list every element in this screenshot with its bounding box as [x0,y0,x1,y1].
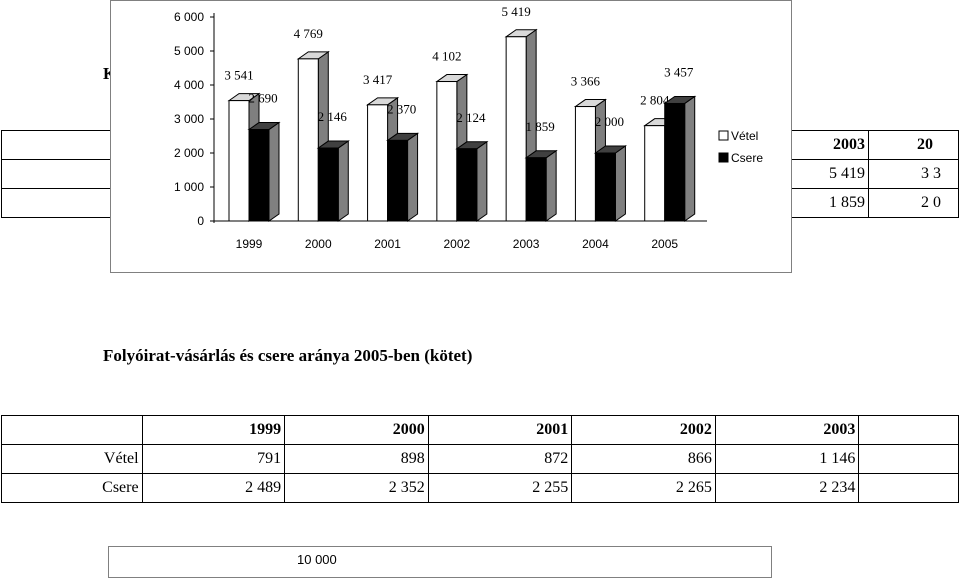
table-cell [858,444,959,474]
table-cell: 2 489 [141,473,286,503]
table-cell: 2 0 [868,188,959,218]
y-tick-label: 3 000 [174,112,204,126]
table-cell [858,473,959,503]
x-tick-label: 2004 [582,237,609,251]
bar-csere [524,149,558,222]
x-tick-label: 1999 [236,237,263,251]
table-cell: 2 265 [571,473,716,503]
y-tick-label: 1 000 [174,180,204,194]
bar-front [228,100,250,222]
bar-front [594,152,616,222]
bar-side [337,140,349,222]
table-header-empty [1,415,143,445]
table-cell: 1 859 [788,188,869,218]
y-tick-label: 2 000 [174,146,204,160]
table-row: Vétel 791 898 872 866 1 146 [1,444,959,474]
x-tick-label: 2001 [374,237,401,251]
chart-container: 0 1 000 2 000 3 000 4 000 5 000 6 000 3 541 2 69… [110,0,792,273]
bar-front [456,148,478,222]
row-label: Vétel [1,444,143,474]
data-label: 3 417 [363,72,393,87]
data-label: 2 146 [318,109,348,124]
table-header-cell: 2000 [284,415,429,445]
table-header-cell: 2002 [571,415,716,445]
bar-csere [316,140,350,222]
x-tick-label: 2005 [651,237,678,251]
data-label: 2 370 [387,101,416,116]
x-tick-label: 2000 [305,237,332,251]
table-cell: 5 419 [788,159,869,189]
chart2-container: 10 000 [108,546,772,578]
legend-swatch [718,152,729,163]
data-label: 2 000 [595,114,624,129]
table-cell: 872 [427,444,573,474]
legend-label: Csere [731,151,763,165]
table-header-cell: 1999 [141,415,286,445]
bar-front [574,106,596,222]
table-header-cell: 2003 [788,130,869,160]
y-tick-label: 6 000 [174,10,204,24]
data-label: 4 102 [432,49,461,64]
data-label: 4 769 [294,26,323,41]
bar-side [614,145,626,222]
x-tick-label: 2002 [444,237,471,251]
bar-side [545,149,557,222]
bar-side [476,140,488,222]
bar-front [387,139,409,222]
table-cell [858,415,959,445]
table-header-cell: 2001 [427,415,573,445]
bar-front [664,102,686,222]
bar-csere [385,132,420,222]
row-label: Csere [1,473,143,503]
table-header-row: 1999 2000 2001 2002 2003 [1,415,959,445]
section2-heading: Folyóirat-vásárlás és csere aránya 2005-… [103,346,473,365]
table-cell: 2 234 [714,473,860,503]
bar-front [297,58,319,222]
bar-front [525,157,547,222]
data-label: 3 457 [664,64,694,79]
table-cell: 898 [284,444,429,474]
data-label: 2 124 [456,110,486,125]
column-chart: 0 1 000 2 000 3 000 4 000 5 000 6 000 3 541 2 69… [174,4,763,251]
table-cell: 866 [571,444,716,474]
bar-side [684,95,696,222]
bar-front [644,125,666,222]
bar-front [248,129,270,222]
data-label: 2 690 [248,91,277,106]
chart2-y-tick-label: 10 000 [297,552,337,567]
data-label: 1 859 [526,119,555,134]
table-cell: 791 [141,444,286,474]
data-label: 3 366 [571,74,601,89]
data-label: 3 541 [224,68,253,83]
x-tick-label: 2003 [513,237,540,251]
y-tick-label: 0 [197,214,204,228]
bar-side [407,132,419,222]
bar-front [436,81,458,222]
table-cell: 3 3 [868,159,959,189]
bar-csere [593,145,628,222]
bar-front [367,104,389,222]
bar-front [317,147,339,222]
table-periodicals: 1999 2000 2001 2002 2003 Vétel 791 898 8… [1,415,959,503]
bar-csere [455,140,489,222]
bar-csere [247,121,281,222]
legend-swatch [718,130,729,141]
table-cell: 2 352 [284,473,429,503]
table-cell: 1 146 [714,444,860,474]
bar-side [268,121,280,222]
data-label: 2 804 [640,93,670,108]
table-cell: 2 255 [427,473,573,503]
legend-label: Vétel [731,129,758,143]
table-header-cell: 20 [868,130,959,160]
data-label: 5 419 [502,4,531,19]
table-header-cell: 2003 [714,415,860,445]
y-tick-label: 4 000 [174,78,204,92]
bar-csere [663,95,697,222]
y-tick-label: 5 000 [174,44,204,58]
bar-front [505,36,527,222]
table-row: Csere 2 489 2 352 2 255 2 265 2 234 [1,473,959,503]
